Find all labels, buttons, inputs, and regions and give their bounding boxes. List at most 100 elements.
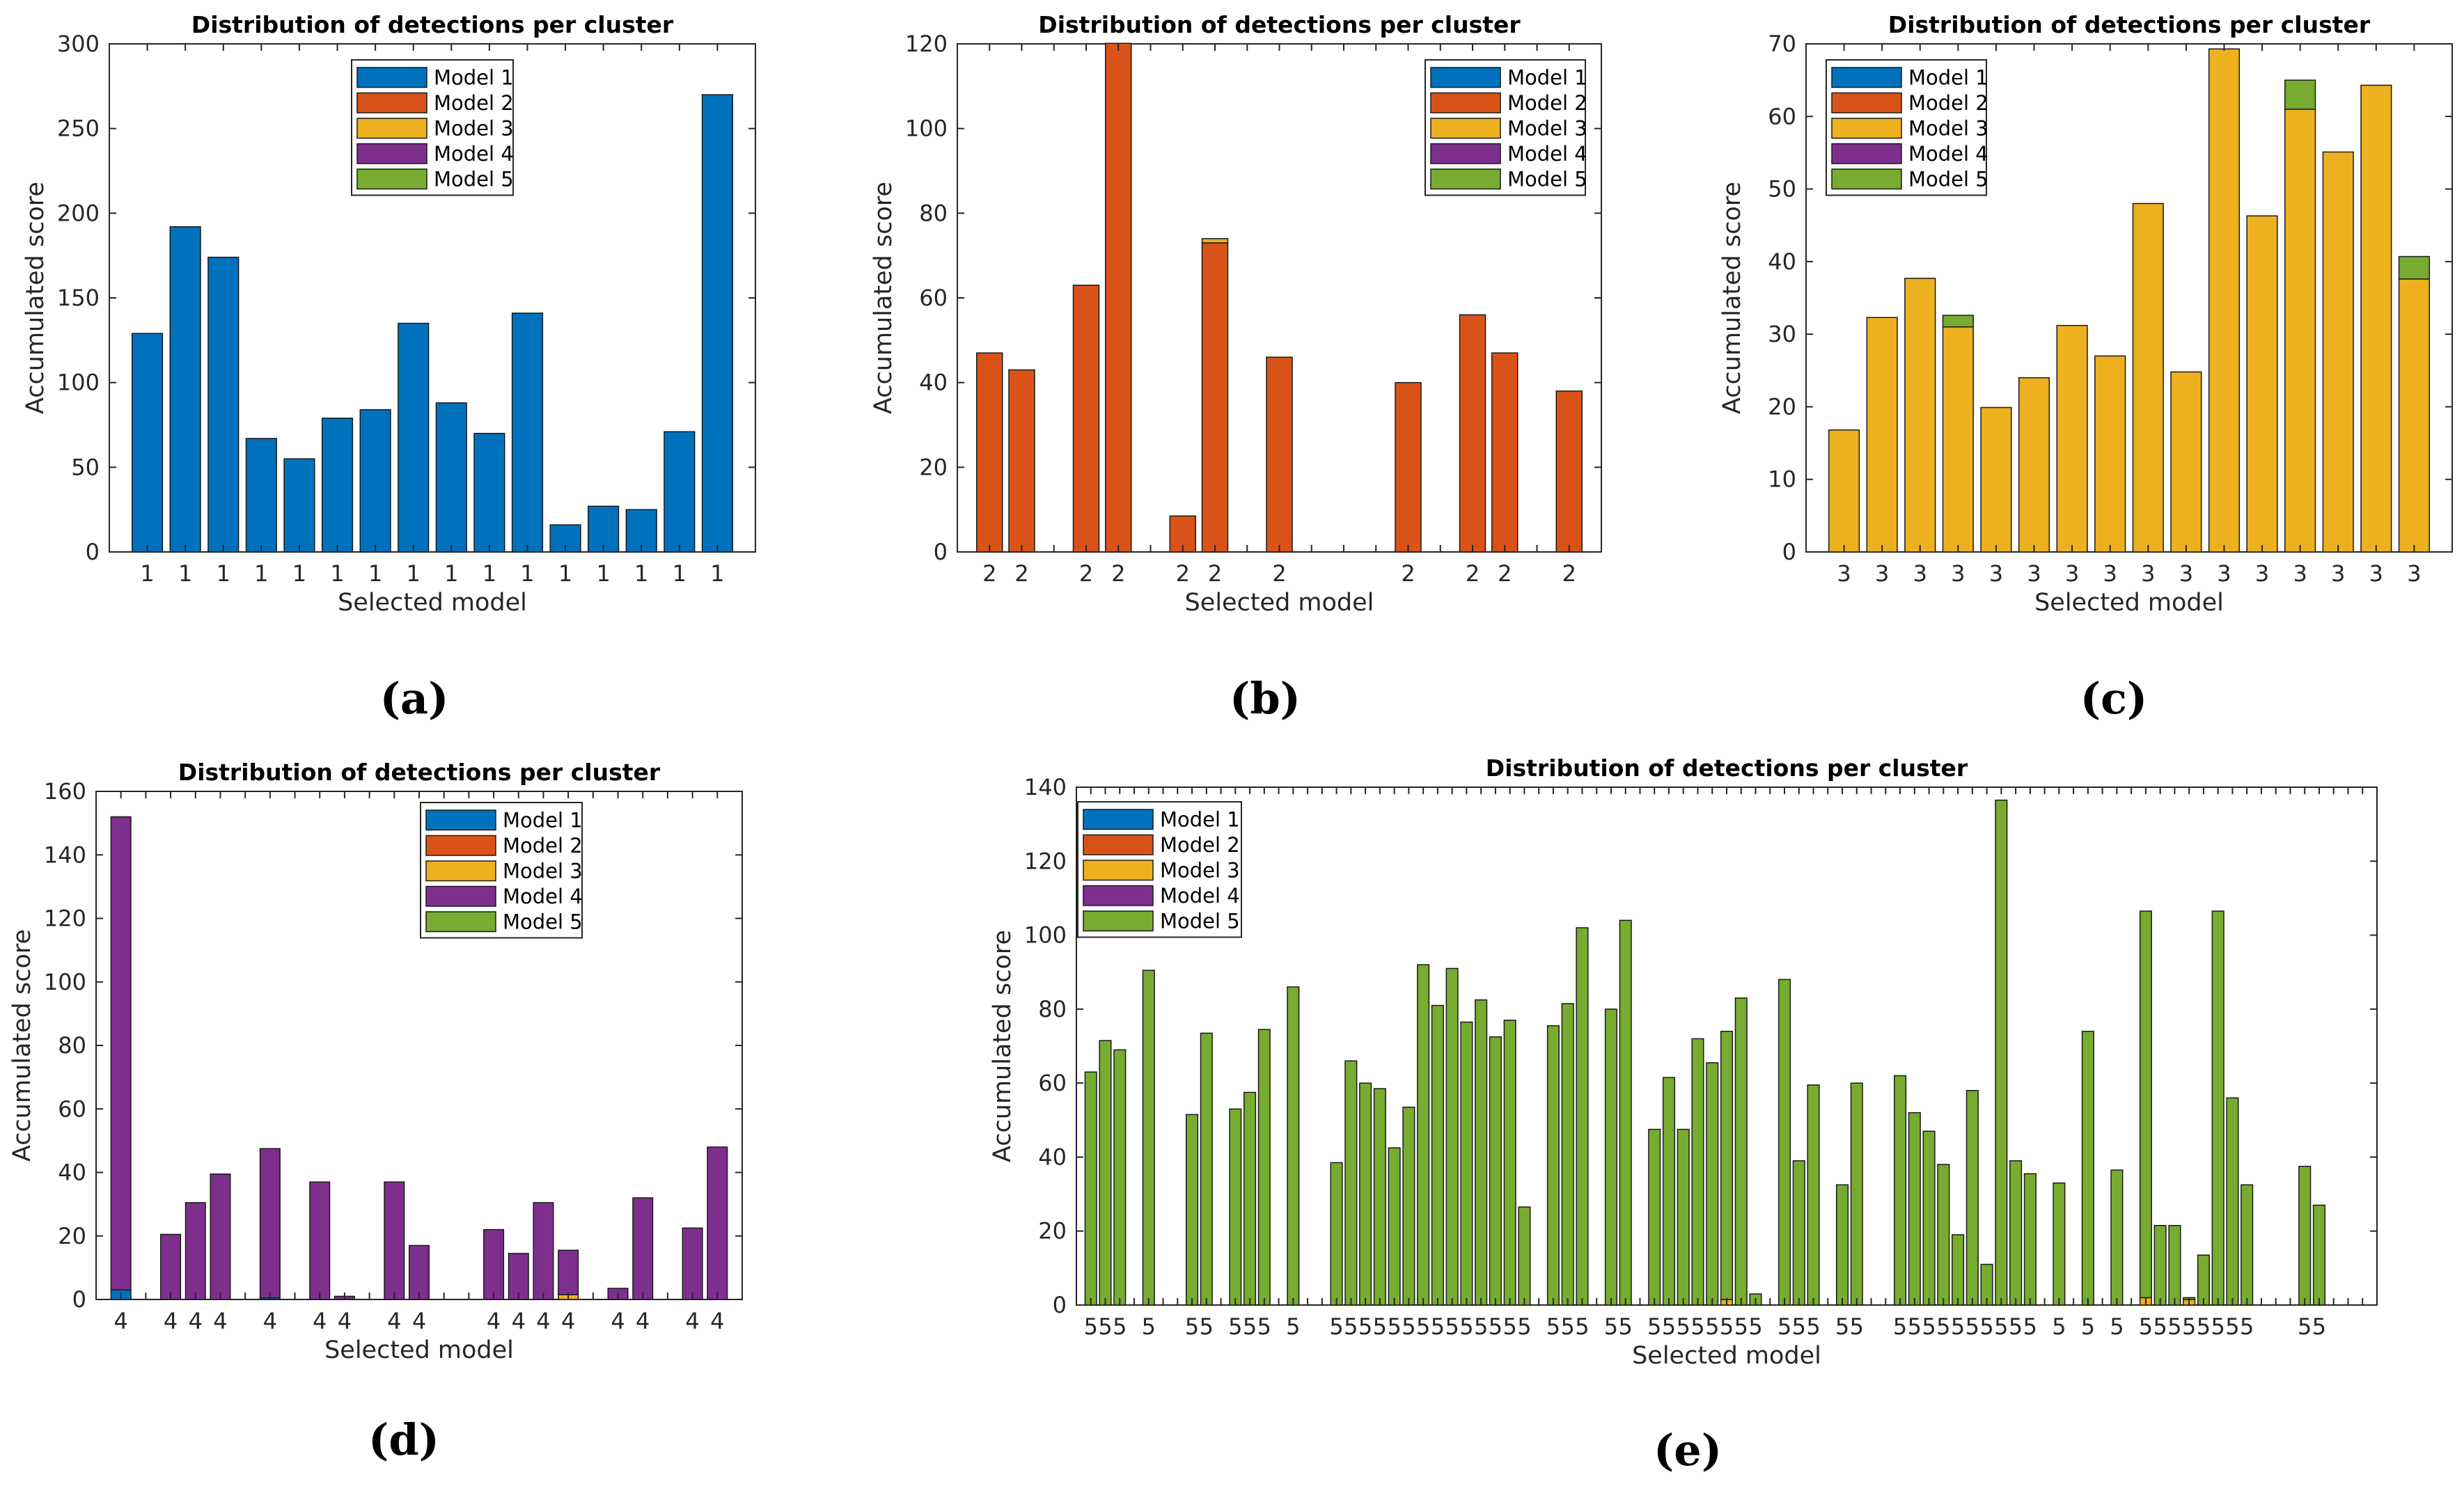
bar-segment-model-5	[1922, 1130, 1936, 1306]
legend-swatch	[425, 885, 496, 907]
legend-entry: Model 3	[1160, 859, 1240, 883]
y-tick-label: 300	[57, 31, 100, 57]
y-tick-label: 100	[905, 116, 948, 142]
legend-entry: Model 1	[1908, 66, 1988, 90]
x-tick-label: 1	[292, 560, 306, 587]
legend-swatch	[1831, 143, 1902, 164]
bar-segment-model-5	[1257, 1029, 1271, 1306]
legend-entry: Model 1	[1507, 66, 1587, 90]
x-tick-label: 5	[1185, 1313, 1199, 1340]
y-tick-label: 120	[905, 31, 948, 57]
bar-segment-model-3	[2018, 377, 2050, 553]
bar-segment-model-1	[664, 431, 696, 553]
legend-swatch	[425, 809, 496, 831]
legend-swatch	[1831, 118, 1902, 139]
bar-segment-model-1	[398, 322, 430, 553]
y-tick-label: 140	[1024, 774, 1067, 800]
bar-segment-model-5	[1835, 1184, 1849, 1306]
legend-entry: Model 5	[1160, 910, 1240, 933]
legend-swatch	[1083, 910, 1154, 932]
x-tick-label: 5	[1502, 1313, 1516, 1340]
bar-segment-model-5	[1720, 1030, 1734, 1300]
legend-swatch	[1083, 885, 1154, 906]
bar-segment-model-5	[1518, 1206, 1531, 1306]
y-tick-label: 0	[86, 539, 100, 565]
bar-segment-model-5	[1330, 1162, 1343, 1306]
x-tick-label: 4	[487, 1308, 501, 1334]
panel-caption: (b)	[1230, 673, 1301, 724]
x-tick-label: 5	[1908, 1313, 1922, 1340]
x-tick-label: 5	[2023, 1313, 2037, 1340]
bar-segment-model-1	[701, 94, 733, 553]
x-tick-label: 5	[1142, 1313, 1156, 1340]
legend-entry: Model 4	[1160, 884, 1240, 908]
bar-segment-model-5	[2081, 1030, 2094, 1306]
bar-segment-model-5	[2241, 1184, 2254, 1306]
legend-swatch	[1430, 143, 1501, 164]
y-tick-label: 20	[1038, 1218, 1067, 1244]
x-tick-label: 5	[2110, 1313, 2124, 1340]
x-tick-label: 5	[1951, 1313, 1965, 1340]
legend-swatch	[356, 67, 427, 88]
chart-title: Distribution of detections per cluster	[1038, 11, 1521, 38]
bar-segment-model-4	[210, 1173, 231, 1300]
bar-segment-model-5	[1099, 1040, 1112, 1306]
x-tick-label: 2	[1176, 560, 1190, 587]
x-tick-label: 1	[217, 560, 230, 587]
x-tick-label: 5	[1445, 1313, 1459, 1340]
legend-entry: Model 2	[1908, 91, 1988, 115]
legend-swatch	[1430, 168, 1501, 190]
y-tick-label: 60	[919, 285, 948, 311]
x-tick-label: 5	[1517, 1313, 1531, 1340]
x-tick-label: 4	[685, 1308, 699, 1334]
x-tick-label: 1	[520, 560, 534, 587]
bar-segment-model-3	[2322, 151, 2354, 553]
x-tick-label: 5	[1936, 1313, 1950, 1340]
y-tick-label: 60	[1038, 1070, 1067, 1096]
x-tick-label: 5	[2139, 1313, 2153, 1340]
legend-entry: Model 2	[434, 91, 514, 115]
legend-entry: Model 1	[434, 66, 514, 90]
x-tick-label: 5	[1575, 1313, 1589, 1340]
chart-title: Distribution of detections per cluster	[191, 11, 674, 38]
bar-segment-model-4	[533, 1202, 554, 1300]
bar-segment-model-5	[1850, 1082, 1863, 1306]
y-axis-label: Accumulated score	[8, 929, 36, 1162]
y-tick-label: 50	[1768, 176, 1796, 203]
x-tick-label: 3	[2293, 560, 2307, 587]
x-tick-label: 5	[1662, 1313, 1676, 1340]
x-tick-label: 4	[561, 1308, 575, 1334]
x-tick-label: 5	[2182, 1313, 2196, 1340]
bar-segment-model-5	[1113, 1049, 1127, 1306]
bar-segment-model-3	[1201, 238, 1229, 244]
x-tick-label: 4	[611, 1308, 625, 1334]
bar-segment-model-2	[1072, 285, 1100, 553]
x-tick-label: 5	[1358, 1313, 1372, 1340]
x-tick-label: 5	[1965, 1313, 1979, 1340]
bar-segment-model-3	[2284, 109, 2316, 553]
y-axis-label: Accumulated score	[989, 930, 1017, 1162]
bar-segment-model-3	[2360, 84, 2392, 553]
bar-segment-model-2	[1395, 381, 1422, 553]
bar-segment-model-1	[588, 505, 620, 553]
bar-segment-model-5	[2398, 255, 2430, 280]
panel-caption: (c)	[2080, 673, 2147, 724]
chart-title: Distribution of detections per cluster	[178, 759, 661, 786]
y-tick-label: 40	[1768, 248, 1796, 275]
x-tick-label: 5	[2225, 1313, 2239, 1340]
bar-segment-model-5	[2110, 1169, 2124, 1306]
bar-segment-model-5	[1561, 1003, 1574, 1306]
x-tick-label: 2	[1208, 560, 1222, 587]
bar-segment-model-3	[2398, 278, 2430, 553]
bar-segment-model-5	[2284, 79, 2316, 110]
x-tick-label: 2	[1562, 560, 1576, 587]
bar-segment-model-5	[1807, 1084, 1820, 1306]
legend-swatch	[1831, 92, 1902, 113]
bar-segment-model-5	[1908, 1112, 1921, 1306]
legend-swatch	[356, 118, 427, 139]
x-tick-label: 4	[338, 1308, 352, 1334]
